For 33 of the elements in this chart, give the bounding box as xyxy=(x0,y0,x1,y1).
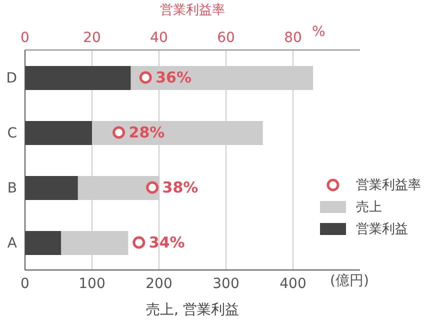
legend-label: 営業利益 xyxy=(356,221,408,238)
bar xyxy=(25,231,62,255)
x-tick-label: 200 xyxy=(146,276,172,292)
bar xyxy=(25,66,131,90)
y-tick-label: C xyxy=(7,125,18,142)
point xyxy=(132,236,146,249)
y-tick-label: B xyxy=(7,180,17,196)
x2-tick-label: 80 xyxy=(284,30,302,46)
point xyxy=(146,181,159,194)
point xyxy=(139,71,152,84)
text: (億円) xyxy=(330,272,369,290)
x-tick-label: 100 xyxy=(78,276,106,292)
data-label: 34% xyxy=(148,234,185,252)
x2-tick-label: 60 xyxy=(217,30,235,46)
x2-tick-label: 40 xyxy=(150,30,168,46)
data-label: 38% xyxy=(162,178,198,196)
point xyxy=(112,126,126,139)
x2-tick-label: 20 xyxy=(83,30,101,46)
data-label: 28% xyxy=(128,124,165,142)
x-tick-label: 0 xyxy=(20,276,30,292)
bar xyxy=(25,176,78,200)
data-label: 36% xyxy=(156,68,192,86)
legend-label: 売上 xyxy=(356,199,382,216)
y-tick-label: A xyxy=(7,235,18,252)
text: % xyxy=(312,24,326,40)
y-tick-label: D xyxy=(6,70,17,86)
legend-label: 営業利益率 xyxy=(356,177,421,194)
x-tick-label: 400 xyxy=(280,276,306,292)
x2-axis-title: 営業利益率 xyxy=(160,2,225,18)
x-axis-title: 売上, 営業利益 xyxy=(146,302,239,318)
x-tick-label: 300 xyxy=(212,276,240,292)
bar xyxy=(25,121,92,145)
x2-tick-label: 0 xyxy=(20,30,30,46)
